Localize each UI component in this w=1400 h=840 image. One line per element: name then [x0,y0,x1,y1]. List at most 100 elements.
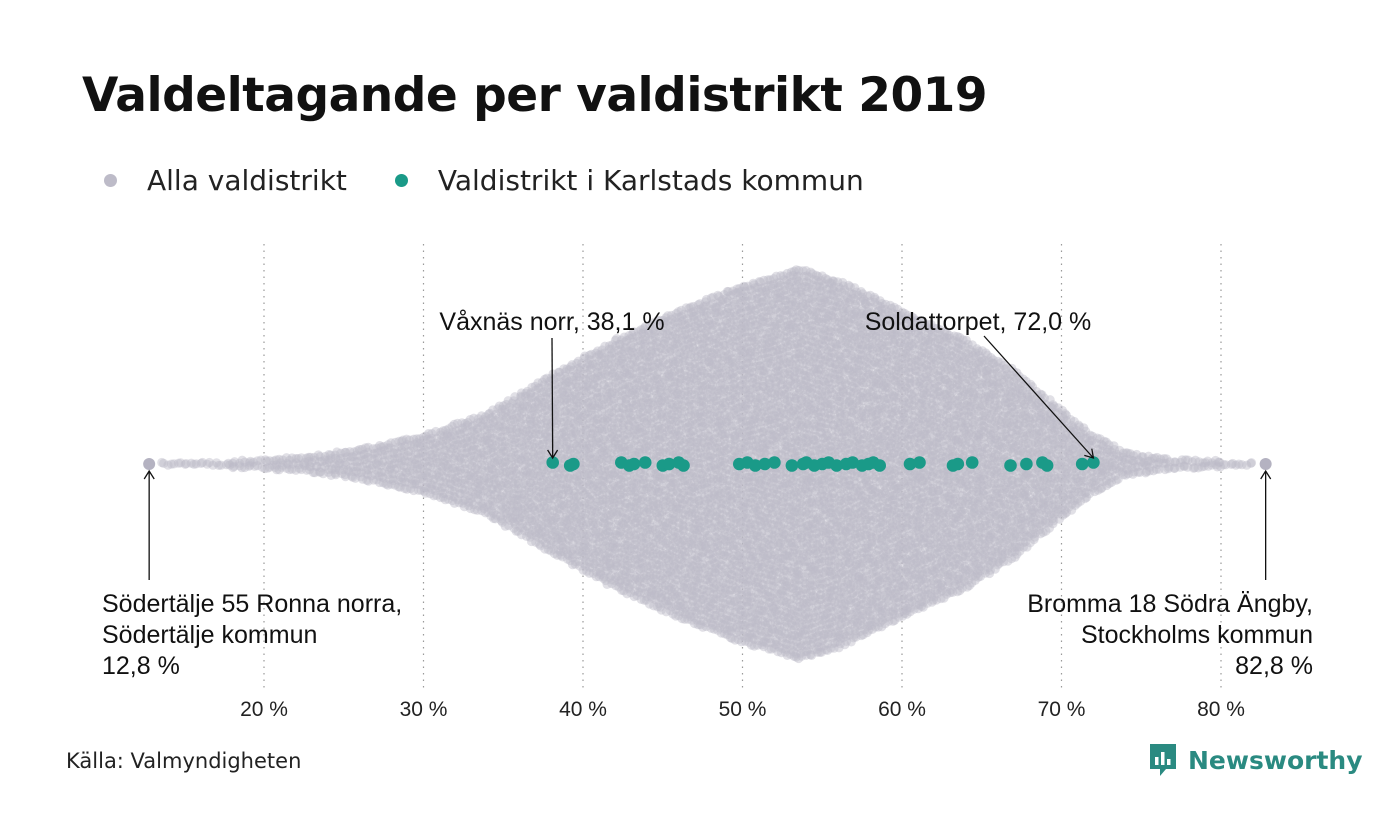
district-dot [377,458,388,468]
district-dot [437,452,448,462]
district-dot [196,458,206,468]
district-dot [429,444,439,454]
district-dot [322,458,332,468]
district-dot [501,419,511,430]
district-dot [296,453,306,463]
legend-label: Valdistrikt i Karlstads kommun [437,163,864,197]
district-dot [431,454,441,464]
district-dot [333,460,343,470]
legend-label: Alla valdistrikt [147,163,347,197]
district-dot [498,502,508,512]
district-dot [369,454,379,464]
district-dot [504,474,514,484]
district-dot [482,424,492,434]
district-dot [469,468,479,478]
district-dot [317,456,327,466]
district-dot [413,449,423,459]
district-dot [330,453,340,464]
district-dot [316,463,326,473]
district-dot [442,466,452,476]
district-dot [383,440,393,450]
district-dot [438,492,448,502]
district-dot [451,435,461,445]
district-dot [406,483,416,494]
district-dot [418,447,428,458]
district-dot [427,452,438,463]
district-dot [408,465,418,475]
district-dot [377,467,387,477]
district-dot [500,521,510,531]
district-dot [333,455,343,465]
district-dot [349,447,359,457]
district-dot [455,429,465,439]
district-dot [416,485,426,495]
legend: Alla valdistrikt Valdistrikt i Karlstads… [104,160,912,200]
district-dot [389,469,399,479]
district-dot [436,486,446,496]
district-dot [481,416,491,426]
district-dot [466,441,476,451]
district-dot [283,460,294,470]
district-dot [398,473,408,483]
district-dot [473,427,483,437]
district-dot [324,464,334,475]
district-dot [493,421,503,431]
district-dot [372,475,382,485]
district-dot [410,459,420,469]
district-dot [462,436,472,446]
district-dot [476,460,487,470]
district-dot [346,463,356,473]
district-dot [387,454,397,464]
district-dot [390,445,400,455]
district-dot [388,447,398,458]
district-dot [460,475,470,485]
district-dot [406,452,416,462]
district-dot [384,465,395,475]
district-dot [464,497,474,507]
district-dot [459,478,469,489]
district-dot [262,456,272,466]
district-dot [276,458,286,468]
district-dot [431,426,441,437]
district-dot [323,467,334,477]
district-dot [448,427,458,437]
district-dot [372,465,382,475]
district-dot [374,457,384,467]
district-dot [484,438,494,448]
district-dot [330,468,340,478]
district-dot [487,439,497,449]
district-dot [465,451,476,461]
district-dot [228,462,238,473]
district-dot [472,434,482,445]
district-dot [471,477,481,487]
district-dot [442,441,452,451]
district-dot [294,460,304,470]
district-dot [440,495,450,505]
district-dot [498,446,508,456]
district-dot [186,458,196,468]
district-dot [501,446,511,457]
district-dot [324,450,334,460]
district-dot [378,450,388,460]
district-dot [284,455,295,465]
district-dot [412,434,422,444]
district-dot [507,457,517,467]
district-dot [282,458,292,468]
district-dot [509,434,519,445]
district-dot [402,434,412,444]
district-dot [419,486,429,496]
district-dot [496,426,506,436]
district-dot [400,441,410,451]
district-dot [403,472,413,482]
district-dot [486,423,496,434]
district-dot [477,506,487,516]
district-dot [486,448,496,458]
district-dot [446,431,456,441]
district-dot [467,497,477,507]
district-dot [488,501,498,511]
district-dot [408,475,418,485]
district-dot [456,443,466,453]
district-dot [496,500,506,510]
district-dot [494,483,504,494]
district-dot [422,467,432,477]
